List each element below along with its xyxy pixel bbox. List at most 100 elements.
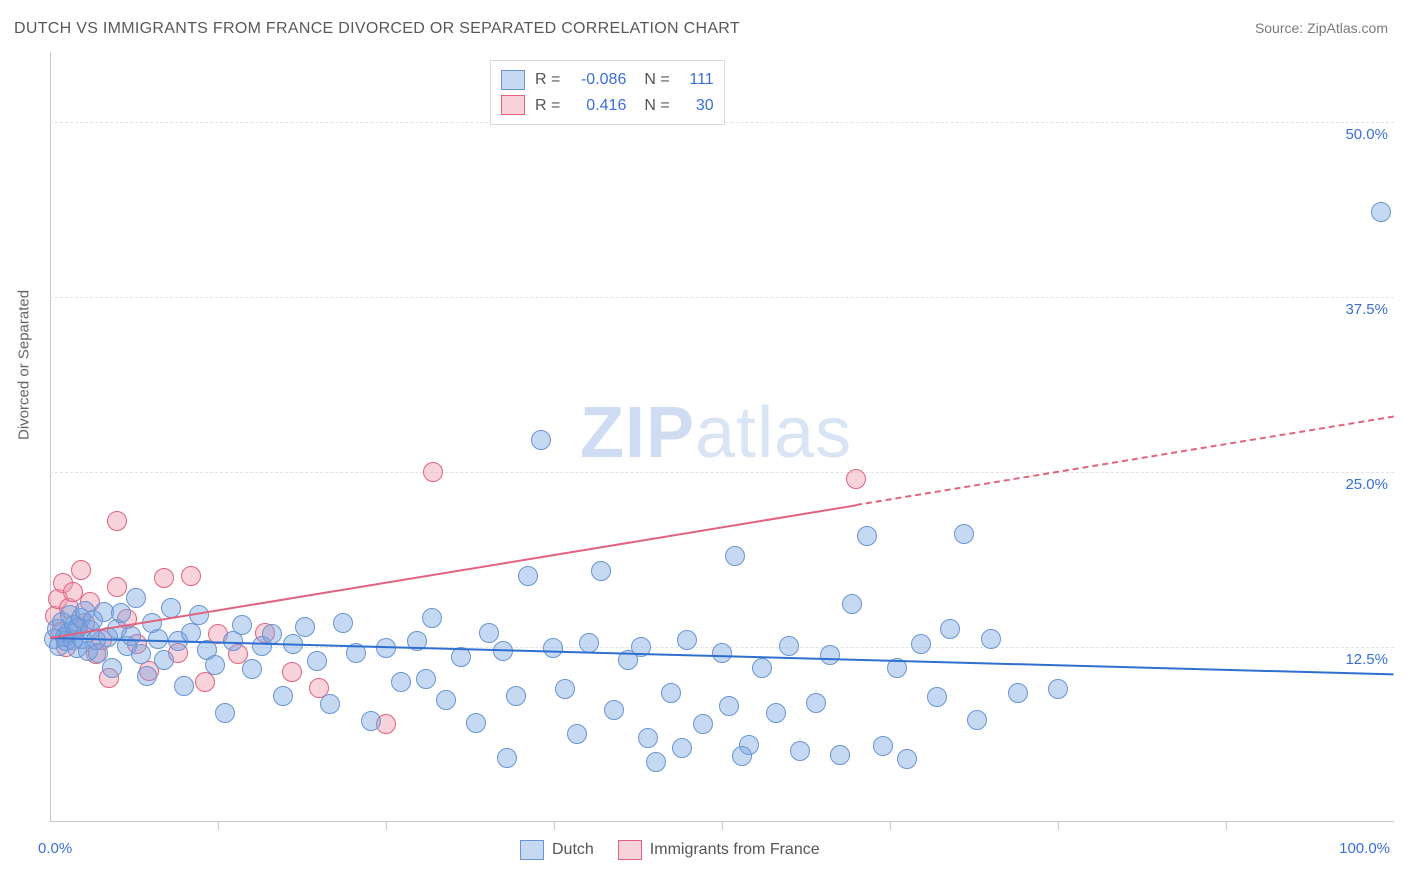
data-point <box>181 566 201 586</box>
stats-row-dutch: R = -0.086 N = 111 <box>501 67 714 93</box>
data-point <box>911 634 931 654</box>
data-point <box>71 560 91 580</box>
data-point <box>518 566 538 586</box>
data-point <box>215 703 235 723</box>
r-value-dutch: -0.086 <box>570 67 626 93</box>
data-point <box>436 690 456 710</box>
data-point <box>195 672 215 692</box>
data-point <box>842 594 862 614</box>
data-point <box>479 623 499 643</box>
data-point <box>820 645 840 665</box>
r-label: R = <box>535 67 560 93</box>
data-point <box>981 629 1001 649</box>
data-point <box>232 615 252 635</box>
data-point <box>154 568 174 588</box>
chart-title: DUTCH VS IMMIGRANTS FROM FRANCE DIVORCED… <box>14 20 740 38</box>
data-point <box>732 746 752 766</box>
data-point <box>954 524 974 544</box>
data-point <box>148 629 168 649</box>
data-point <box>497 748 517 768</box>
x-label-max: 100.0% <box>1339 840 1390 857</box>
data-point <box>846 469 866 489</box>
x-tick <box>218 822 219 830</box>
data-point <box>320 694 340 714</box>
data-point <box>121 626 141 646</box>
data-point <box>242 659 262 679</box>
source-attribution: Source: ZipAtlas.com <box>1255 20 1388 36</box>
x-tick <box>722 822 723 830</box>
data-point <box>967 710 987 730</box>
x-label-min: 0.0% <box>38 840 72 857</box>
stats-row-france: R = 0.416 N = 30 <box>501 93 714 119</box>
data-point <box>282 662 302 682</box>
data-point <box>333 613 353 633</box>
grid-line <box>50 472 1394 473</box>
x-tick <box>890 822 891 830</box>
data-point <box>543 638 563 658</box>
data-point <box>174 676 194 696</box>
n-value-france: 30 <box>680 93 714 119</box>
data-point <box>897 749 917 769</box>
y-tick-label: 37.5% <box>1345 301 1388 318</box>
n-value-dutch: 111 <box>680 67 714 93</box>
data-point <box>361 711 381 731</box>
y-tick-label: 50.0% <box>1345 126 1388 143</box>
data-point <box>646 752 666 772</box>
data-point <box>416 669 436 689</box>
data-point <box>466 713 486 733</box>
data-point <box>273 686 293 706</box>
n-label: N = <box>644 93 669 119</box>
data-point <box>1371 202 1391 222</box>
data-point <box>391 672 411 692</box>
data-point <box>295 617 315 637</box>
stats-legend: R = -0.086 N = 111 R = 0.416 N = 30 <box>490 60 725 125</box>
data-point <box>579 633 599 653</box>
data-point <box>423 462 443 482</box>
data-point <box>779 636 799 656</box>
data-point <box>1008 683 1028 703</box>
data-point <box>719 696 739 716</box>
data-point <box>806 693 826 713</box>
data-point <box>591 561 611 581</box>
data-point <box>712 643 732 663</box>
r-label: R = <box>535 93 560 119</box>
data-point <box>672 738 692 758</box>
legend-label-france: Immigrants from France <box>650 841 820 859</box>
swatch-france <box>501 95 525 115</box>
n-label: N = <box>644 67 669 93</box>
swatch-dutch <box>520 840 544 860</box>
data-point <box>661 683 681 703</box>
legend-item-dutch: Dutch <box>520 840 594 860</box>
data-point <box>567 724 587 744</box>
source-name: ZipAtlas.com <box>1307 20 1388 36</box>
y-axis-title: Divorced or Separated <box>16 290 33 440</box>
data-point <box>107 577 127 597</box>
data-point <box>1048 679 1068 699</box>
data-point <box>102 658 122 678</box>
data-point <box>830 745 850 765</box>
x-tick <box>1226 822 1227 830</box>
scatter-plot: ZIPatlas 12.5%25.0%37.5%50.0% <box>50 52 1394 822</box>
data-point <box>940 619 960 639</box>
data-point <box>107 511 127 531</box>
x-tick <box>1058 822 1059 830</box>
x-tick <box>554 822 555 830</box>
data-point <box>126 588 146 608</box>
x-tick <box>386 822 387 830</box>
data-point <box>638 728 658 748</box>
data-point <box>555 679 575 699</box>
y-tick-label: 25.0% <box>1345 476 1388 493</box>
source-prefix: Source: <box>1255 20 1307 36</box>
data-point <box>857 526 877 546</box>
data-point <box>262 624 282 644</box>
legend-label-dutch: Dutch <box>552 841 594 859</box>
data-point <box>111 603 131 623</box>
r-value-france: 0.416 <box>570 93 626 119</box>
data-point <box>873 736 893 756</box>
data-point <box>693 714 713 734</box>
data-point <box>506 686 526 706</box>
data-point <box>154 650 174 670</box>
data-point <box>422 608 442 628</box>
data-point <box>790 741 810 761</box>
data-point <box>766 703 786 723</box>
